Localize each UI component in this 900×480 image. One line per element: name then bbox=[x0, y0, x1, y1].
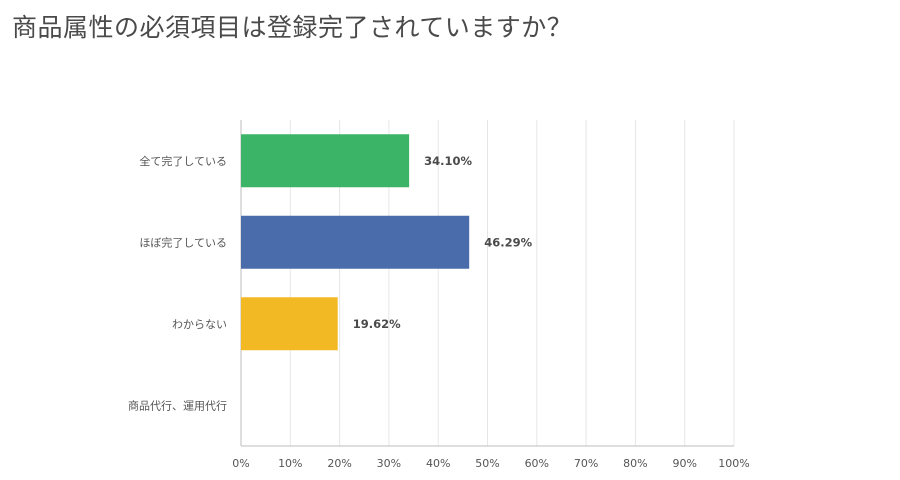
x-tick-label: 80% bbox=[623, 457, 647, 470]
x-tick-label: 100% bbox=[718, 457, 749, 470]
value-label: 46.29% bbox=[484, 235, 532, 249]
x-tick-label: 40% bbox=[426, 457, 450, 470]
bar bbox=[241, 215, 470, 269]
x-tick-label: 0% bbox=[232, 457, 249, 470]
x-tick-label: 60% bbox=[525, 457, 549, 470]
category-label: わからない bbox=[172, 318, 227, 331]
x-tick-label: 10% bbox=[278, 457, 302, 470]
chart-title: 商品属性の必須項目は登録完了されていますか？ bbox=[12, 13, 573, 42]
x-tick-label: 20% bbox=[327, 457, 351, 470]
value-label: 19.62% bbox=[353, 317, 401, 331]
value-label: 34.10% bbox=[424, 154, 472, 168]
x-tick-label: 30% bbox=[377, 457, 401, 470]
x-tick-label: 70% bbox=[574, 457, 598, 470]
category-label: ほぼ完了している bbox=[139, 235, 227, 249]
category-label: 全て完了している bbox=[139, 154, 227, 168]
category-label: 商品代行、運用代行 bbox=[128, 398, 227, 412]
x-tick-label: 50% bbox=[475, 457, 499, 470]
x-tick-label: 90% bbox=[672, 457, 696, 470]
bar bbox=[241, 134, 410, 188]
bar bbox=[241, 297, 338, 351]
